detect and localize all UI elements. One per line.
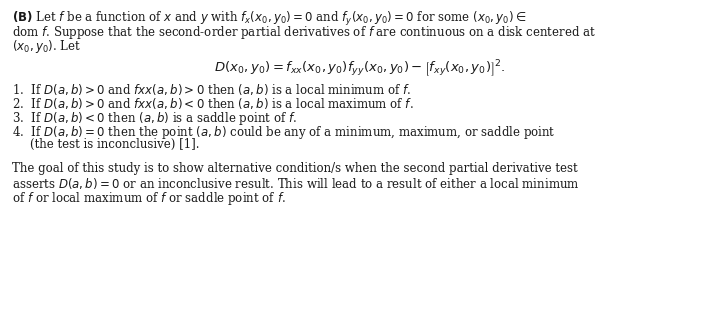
Text: (the test is inconclusive) [1].: (the test is inconclusive) [1]. bbox=[30, 138, 199, 151]
Text: asserts $D(a, b) = 0$ or an inconclusive result. This will lead to a result of e: asserts $D(a, b) = 0$ or an inconclusive… bbox=[12, 176, 580, 191]
Text: 2.  If $D(a, b) > 0$ and $fxx(a, b) < 0$ then $(a, b)$ is a local maximum of $f$: 2. If $D(a, b) > 0$ and $fxx(a, b) < 0$ … bbox=[12, 96, 414, 111]
Text: $(x_0, y_0)$. Let: $(x_0, y_0)$. Let bbox=[12, 38, 81, 55]
Text: $D(x_0, y_0) = f_{xx}(x_0, y_0)f_{yy}(x_0, y_0) - \left[f_{xy}(x_0, y_0)\right]^: $D(x_0, y_0) = f_{xx}(x_0, y_0)f_{yy}(x_… bbox=[215, 58, 505, 79]
Text: 3.  If $D(a, b) < 0$ then $(a, b)$ is a saddle point of $f$.: 3. If $D(a, b) < 0$ then $(a, b)$ is a s… bbox=[12, 110, 297, 127]
Text: The goal of this study is to show alternative condition/s when the second partia: The goal of this study is to show altern… bbox=[12, 162, 577, 175]
Text: $\mathbf{(B)}$ Let $f$ be a function of $x$ and $y$ with $f_x(x_0, y_0) = 0$ and: $\mathbf{(B)}$ Let $f$ be a function of … bbox=[12, 10, 526, 28]
Text: of $f$ or local maximum of $f$ or saddle point of $f$.: of $f$ or local maximum of $f$ or saddle… bbox=[12, 190, 286, 207]
Text: dom $f$. Suppose that the second-order partial derivatives of $f$ are continuous: dom $f$. Suppose that the second-order p… bbox=[12, 24, 596, 41]
Text: 1.  If $D(a, b) > 0$ and $fxx(a, b) > 0$ then $(a, b)$ is a local minimum of $f$: 1. If $D(a, b) > 0$ and $fxx(a, b) > 0$ … bbox=[12, 82, 411, 97]
Text: 4.  If $D(a, b) = 0$ then the point $(a, b)$ could be any of a minimum, maximum,: 4. If $D(a, b) = 0$ then the point $(a, … bbox=[12, 124, 556, 141]
